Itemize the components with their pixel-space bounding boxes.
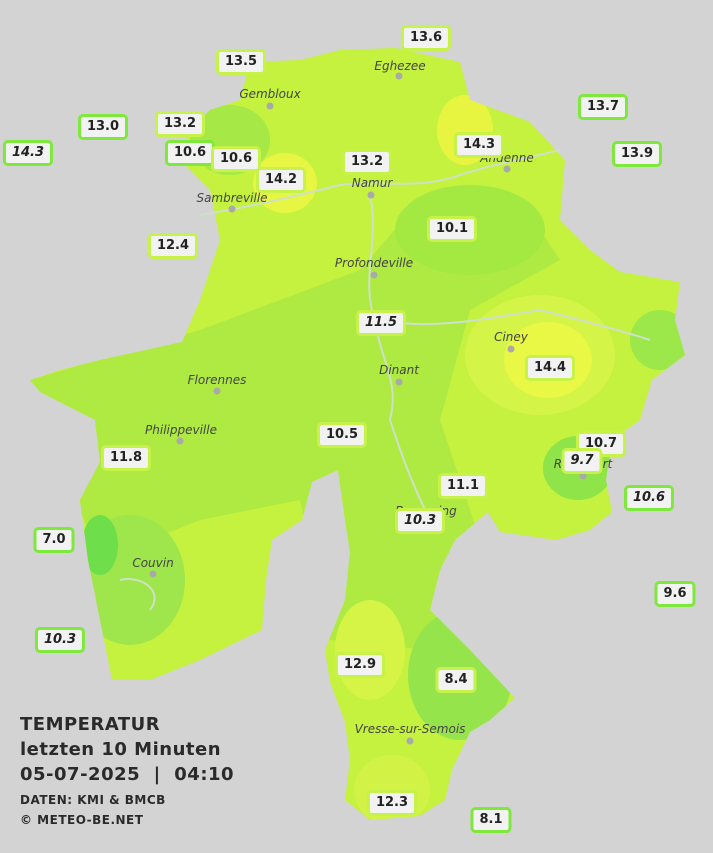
legend-datetime: 05-07-2025 | 04:10	[20, 764, 235, 785]
town-label: Sambreville	[196, 191, 268, 205]
legend: TEMPERATUR letzten 10 Minuten 05-07-2025…	[20, 712, 234, 830]
town-dot	[406, 737, 414, 745]
town-label: Vresse-sur-Semois	[354, 722, 466, 736]
station-value: 11.5	[355, 310, 407, 336]
station-value: 8.4	[435, 667, 477, 693]
station-value: 13.2	[341, 149, 393, 175]
station-value: 10.6	[623, 485, 675, 511]
town-dot	[176, 437, 184, 445]
legend-source: DATEN: KMI & BMCB	[20, 793, 166, 807]
station-value: 14.3	[453, 132, 505, 158]
station-value: 10.1	[426, 216, 478, 242]
legend-copyright: © METEO-BE.NET	[20, 813, 144, 827]
rivers	[119, 149, 651, 611]
legend-title: TEMPERATUR	[20, 714, 161, 735]
town-label: Profondeville	[334, 256, 414, 270]
town-dot	[395, 72, 403, 80]
town-label: Philippeville	[145, 423, 217, 437]
station-value: 14.2	[255, 167, 307, 193]
station-value: 9.7	[561, 448, 603, 474]
station-value: 13.0	[77, 114, 129, 140]
station-value: 14.3	[2, 140, 54, 166]
town-label: Gembloux	[239, 87, 301, 101]
town-dot	[507, 345, 515, 353]
town-dot	[579, 472, 587, 480]
town-label: Couvin	[132, 556, 174, 570]
station-value: 8.1	[470, 807, 512, 833]
station-value: 12.9	[334, 652, 386, 678]
station-value: 13.6	[400, 25, 452, 51]
station-value: 10.5	[316, 422, 368, 448]
station-value: 7.0	[33, 527, 75, 553]
legend-period: letzten 10 Minuten	[20, 739, 222, 760]
station-value: 9.6	[654, 581, 696, 607]
town-label: Dinant	[379, 363, 419, 377]
station-value: 10.6	[164, 140, 216, 166]
town-label: Ciney	[494, 330, 528, 344]
town-dot	[213, 387, 221, 395]
station-value: 10.6	[210, 146, 262, 172]
station-value: 13.7	[577, 94, 629, 120]
station-value: 13.5	[215, 49, 267, 75]
station-value: 12.3	[366, 790, 418, 816]
station-value: 13.2	[154, 111, 206, 137]
station-value: 11.8	[100, 445, 152, 471]
station-value: 13.9	[611, 141, 663, 167]
town-label: Florennes	[187, 373, 247, 387]
station-value: 14.4	[524, 355, 576, 381]
town-dot	[395, 378, 403, 386]
town-dot	[503, 165, 511, 173]
town-dot	[149, 570, 157, 578]
station-value: 12.4	[147, 233, 199, 259]
station-value: 11.1	[437, 473, 489, 499]
town-dot	[370, 271, 378, 279]
station-value: 10.3	[34, 627, 86, 653]
town-label: Eghezee	[374, 59, 426, 73]
town-dot	[228, 205, 236, 213]
town-dot	[367, 191, 375, 199]
station-value: 10.3	[394, 508, 446, 534]
town-label: Namur	[351, 176, 393, 190]
town-dot	[266, 102, 274, 110]
